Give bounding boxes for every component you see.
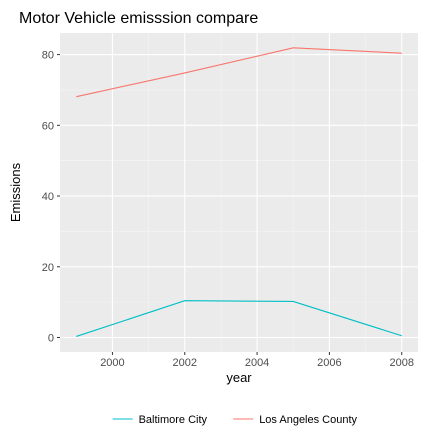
legend-label-los-angeles-county: Los Angeles County xyxy=(259,414,357,426)
x-tick-label: 2000 xyxy=(100,357,124,369)
chart-title: Motor Vehicle emisssion compare xyxy=(19,10,258,27)
series-lines xyxy=(76,47,402,337)
y-tick-label: 0 xyxy=(48,333,54,345)
x-tick-label: 2008 xyxy=(389,357,413,369)
series-line-los-angeles-county xyxy=(76,47,402,98)
minor-gridlines xyxy=(60,33,418,352)
x-tick-label: 2004 xyxy=(245,357,269,369)
x-axis-ticks: 2000 2002 2004 2006 2008 xyxy=(100,352,414,369)
major-gridlines xyxy=(60,33,418,352)
x-tick-label: 2006 xyxy=(317,357,341,369)
y-tick-label: 60 xyxy=(42,120,54,132)
y-tick-label: 80 xyxy=(42,50,54,62)
y-tick-label: 40 xyxy=(42,191,54,203)
legend-label-baltimore-city: Baltimore City xyxy=(139,414,208,426)
y-axis-ticks: 0 20 40 60 80 xyxy=(42,50,60,345)
y-tick-label: 20 xyxy=(42,262,54,274)
legend: Baltimore City Los Angeles County xyxy=(112,414,358,426)
x-axis-title: year xyxy=(226,370,252,385)
series-line-baltimore-city xyxy=(76,300,402,337)
plot-panel xyxy=(60,33,418,352)
y-axis-title: Emissions xyxy=(8,162,23,222)
x-tick-label: 2002 xyxy=(173,357,197,369)
